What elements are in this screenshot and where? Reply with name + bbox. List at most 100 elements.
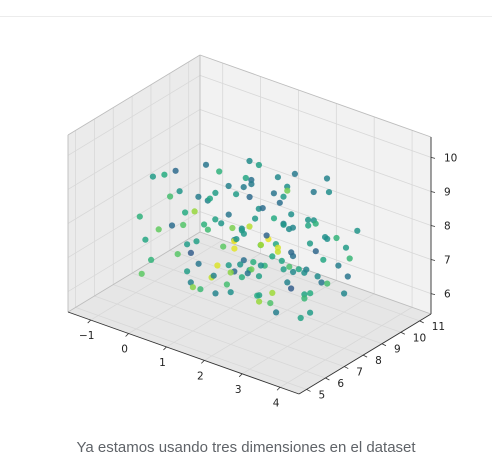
y-tick-mark [325,377,330,381]
z-tick-mark [430,157,436,159]
data-point [220,243,227,250]
data-point [323,175,331,182]
data-point [290,268,297,276]
data-point [346,255,353,262]
data-point [324,235,331,242]
x-tick-mark [163,346,167,351]
data-point [184,241,191,248]
grid-line-y-floor [131,272,364,356]
data-point [212,216,219,223]
x-tick-label: 4 [273,397,280,409]
data-point [303,266,310,273]
data-point [307,290,314,297]
data-point [202,161,210,168]
data-point [182,209,189,216]
data-point [210,272,217,279]
data-point [227,289,234,296]
grid-line-z-left [67,75,201,156]
data-point [280,221,287,228]
data-point [263,232,270,239]
data-point [248,266,255,273]
data-point [306,240,314,247]
data-point [273,309,280,316]
pane-edge [67,231,201,313]
data-point [344,273,351,280]
data-point [280,193,287,200]
data-point [284,187,291,194]
y-tick-mark [381,343,387,347]
grid-line-z-back [199,143,432,226]
grid-line-z-left [67,143,201,224]
data-point [227,269,234,276]
grid-line-y-floor [169,249,401,333]
z-tick-label: 6 [444,289,451,301]
x-tick-mark [87,319,92,324]
x-tick-mark [201,360,205,364]
data-point [206,195,213,202]
data-point [240,184,247,191]
data-point [195,260,202,267]
data-point [184,268,191,275]
data-point [280,266,287,273]
data-point [289,224,296,231]
data-point [246,193,253,201]
data-point [187,279,194,286]
data-point [333,234,340,242]
grid-line-y-floor [75,307,307,390]
data-point [305,222,312,229]
grid-line-x-floor [204,280,337,361]
chart-caption: Ya estamos usando tres dimensiones en el… [76,439,416,456]
grid-line-x-floor [90,239,223,321]
data-point [257,241,264,248]
data-point [231,245,238,252]
data-point [295,266,302,273]
grid-lines [67,61,432,390]
pane-edge [199,54,432,138]
data-point [270,190,277,197]
y-tick-label: 9 [394,344,401,356]
data-point [174,251,181,258]
data-point [233,236,240,243]
data-point [291,170,298,177]
data-point [161,171,168,178]
z-tick-mark [430,259,436,261]
z-tick-label: 10 [444,152,457,164]
data-point [246,157,253,165]
data-point [142,236,149,243]
y-tick-label: 8 [375,355,382,367]
data-point [288,249,295,256]
data-point [301,295,308,302]
data-point [342,244,350,251]
data-point [233,191,240,198]
data-point [195,193,202,200]
x-tick-mark [276,386,281,391]
data-point [286,263,293,270]
data-point [201,221,208,228]
y-tick-label: 7 [356,367,363,379]
data-point [297,314,304,322]
data-point [278,257,285,264]
data-point [325,189,333,196]
data-point [284,279,291,286]
data-point [255,161,262,169]
y-axis-line [298,313,432,395]
grid-line-y-floor [188,238,420,322]
grid-line-y-floor [113,284,345,367]
data-point [255,273,263,280]
y-tick-label: 5 [319,389,326,401]
data-point [138,270,145,277]
data-point [248,181,255,188]
data-point [246,223,253,230]
y-tick-mark [344,366,349,369]
data-point [274,174,281,181]
data-point [305,216,312,223]
data-point [250,259,257,266]
axis-lines [67,54,436,395]
data-point [240,230,247,237]
data-point [252,215,259,222]
grid-line-x-floor [166,266,299,348]
floor-pane [68,232,431,394]
data-point [187,249,194,256]
